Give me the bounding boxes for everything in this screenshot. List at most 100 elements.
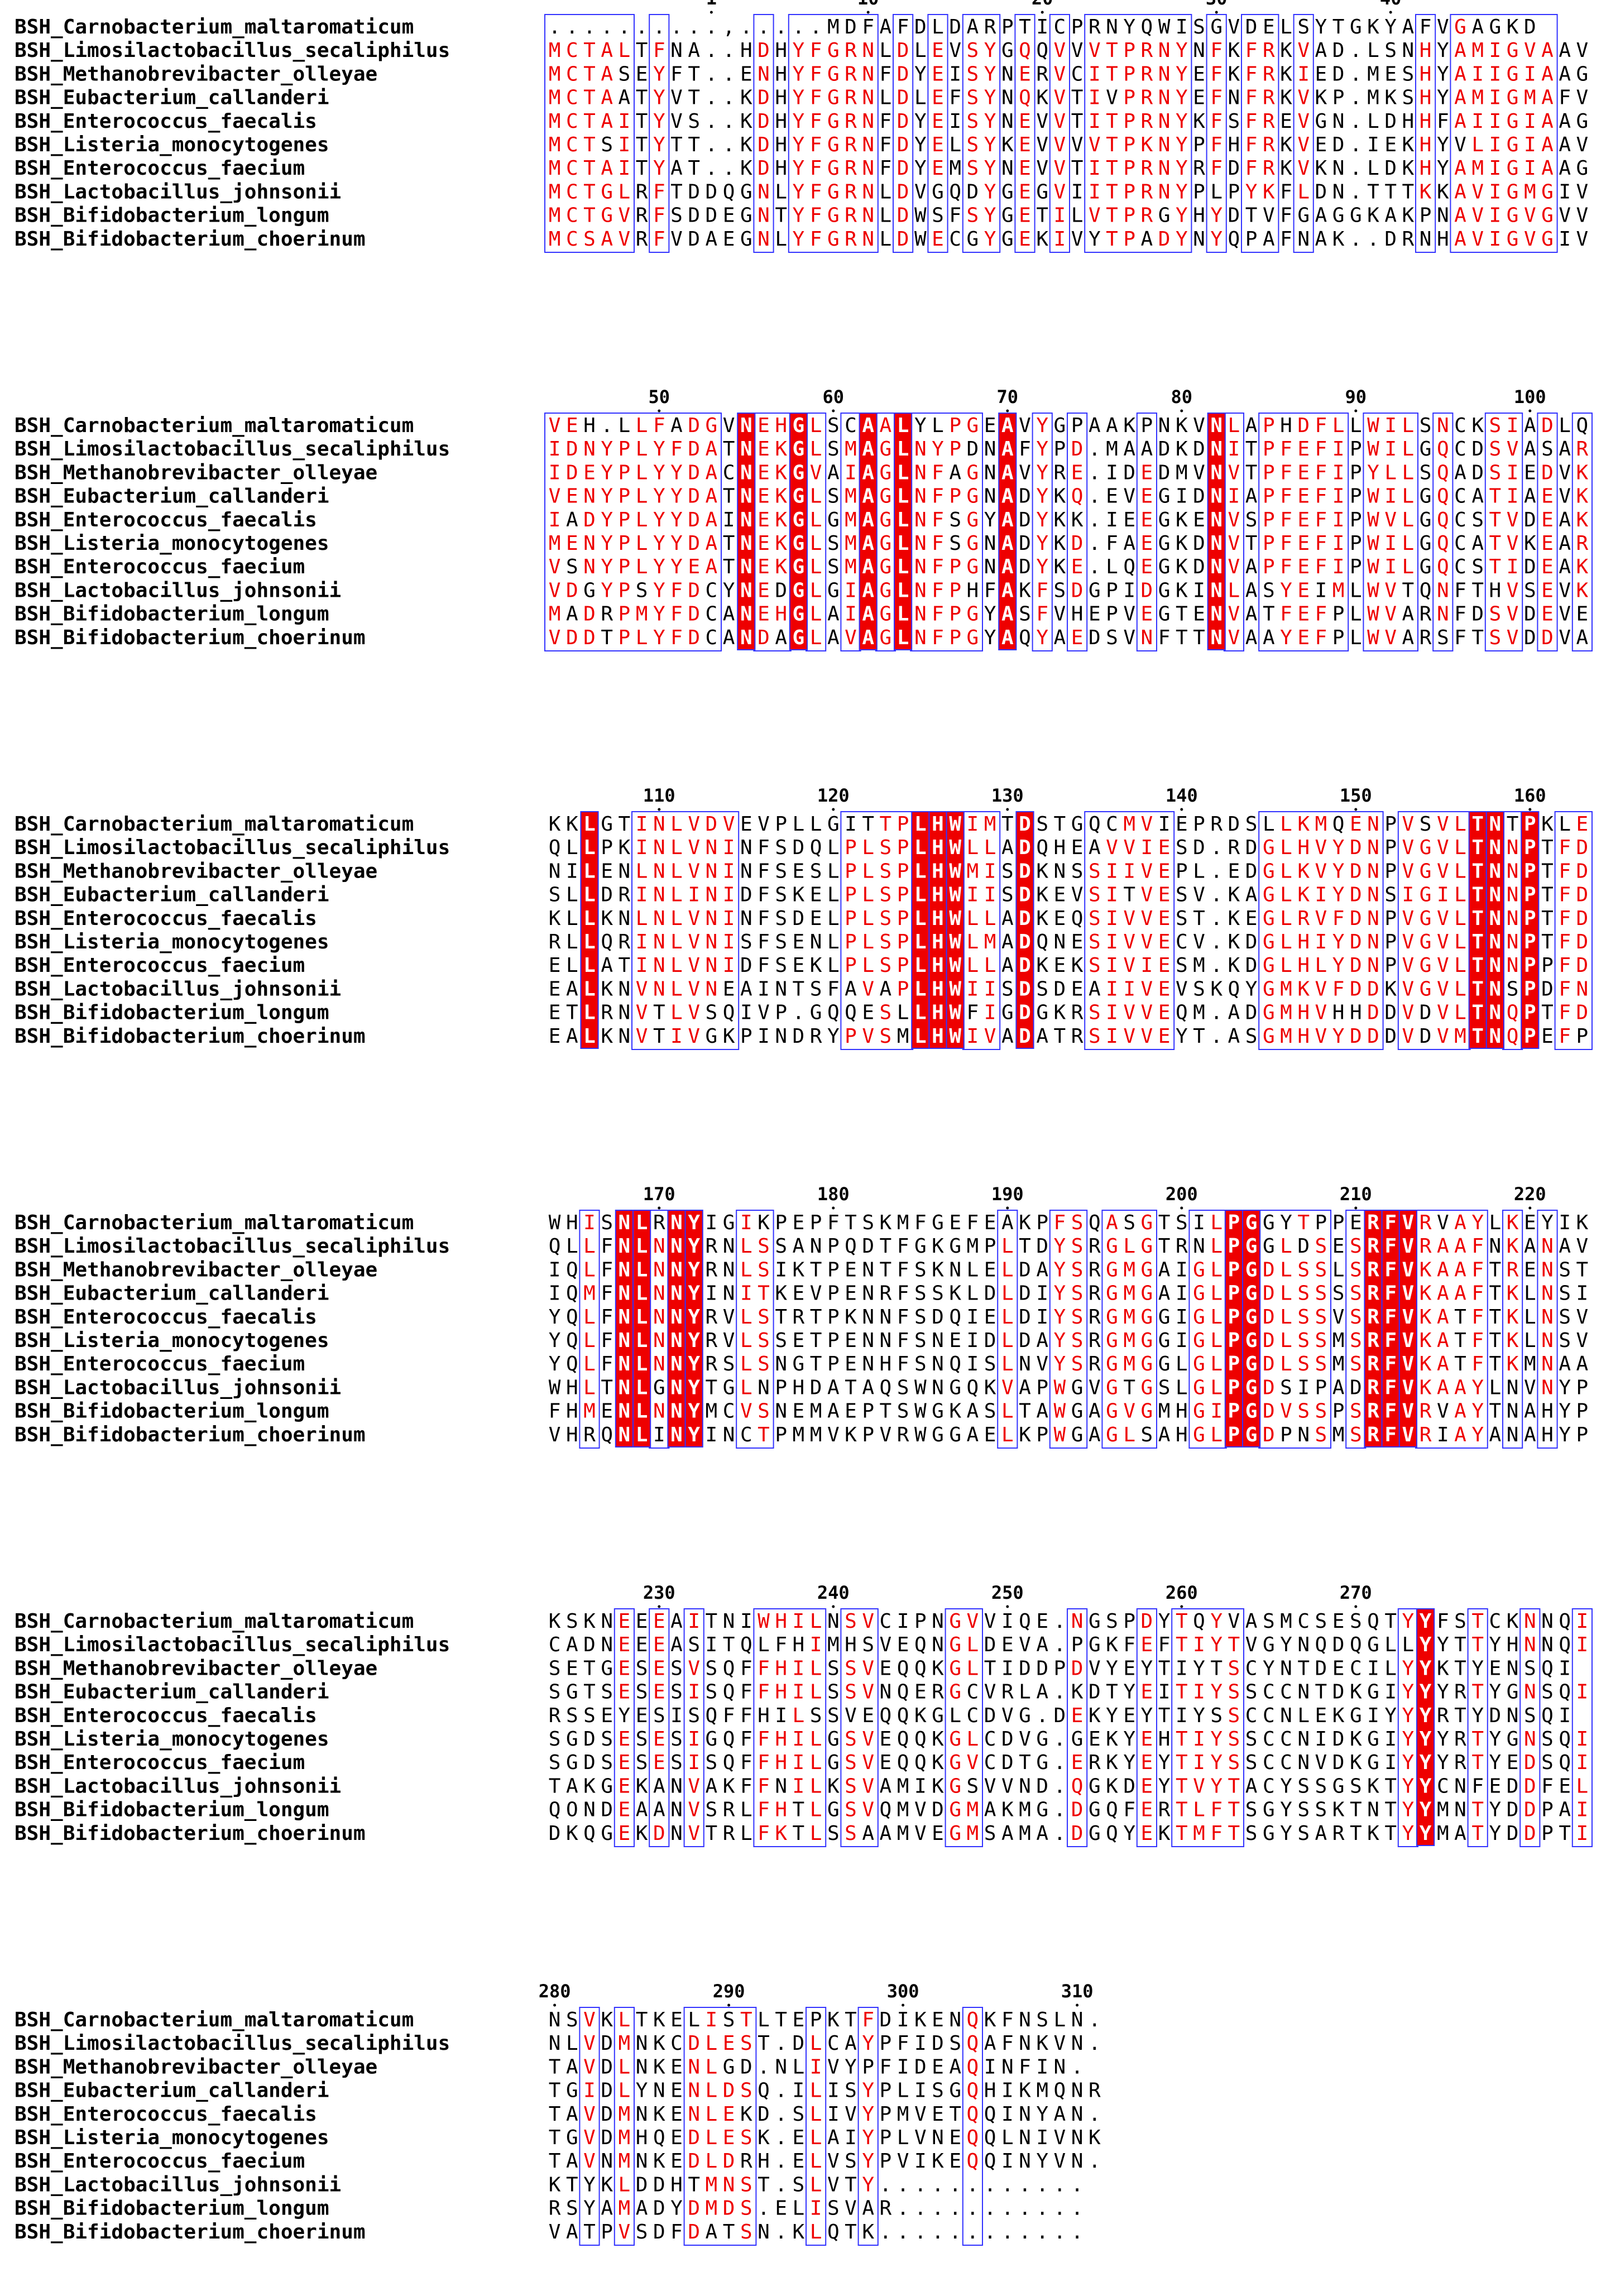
- residue: T: [706, 1822, 718, 1845]
- residue: Y: [1332, 931, 1345, 953]
- residue: T: [636, 87, 648, 109]
- residue: K: [1297, 884, 1310, 907]
- residue: T: [1158, 1657, 1171, 1680]
- residue: I: [706, 1423, 718, 1446]
- residue: I: [706, 1282, 718, 1305]
- residue: M: [845, 555, 857, 578]
- residue: D: [1576, 954, 1589, 977]
- position-tick: [866, 11, 870, 14]
- residue: S: [1297, 1400, 1310, 1423]
- residue: T: [1384, 1822, 1397, 1845]
- residue: Q: [1228, 977, 1240, 1000]
- residue: H: [932, 884, 944, 907]
- residue: N: [1541, 1306, 1554, 1329]
- residue: I: [1123, 977, 1135, 1000]
- residue: H: [1420, 110, 1432, 133]
- conserved-column: [894, 413, 913, 650]
- residue: Q: [827, 1001, 840, 1024]
- residue: S: [967, 39, 979, 62]
- residue: E: [949, 1329, 961, 1352]
- residue: E: [740, 813, 752, 836]
- residue: F: [932, 485, 944, 508]
- residue: T: [549, 2055, 561, 2078]
- residue: L: [1001, 1306, 1014, 1329]
- residue: L: [914, 87, 927, 109]
- residue: K: [566, 813, 578, 836]
- residue: K: [1576, 485, 1589, 508]
- residue: G: [827, 63, 840, 85]
- residue: F: [1036, 603, 1048, 626]
- residue: I: [1001, 2103, 1014, 2126]
- residue: L: [810, 1822, 822, 1845]
- residue: G: [1141, 1211, 1153, 1234]
- residue: I: [1384, 555, 1397, 578]
- residue: V: [723, 813, 735, 836]
- residue: K: [1524, 532, 1536, 555]
- conserved-column: [928, 811, 947, 1049]
- residue: W: [1367, 509, 1379, 531]
- residue: K: [1089, 2126, 1101, 2149]
- residue: P: [1193, 813, 1205, 836]
- residue: T: [583, 133, 596, 156]
- residue: F: [775, 1633, 787, 1656]
- residue: R: [1141, 87, 1153, 109]
- residue: A: [1437, 1376, 1449, 1399]
- residue: S: [967, 87, 979, 109]
- residue: I: [1576, 1751, 1589, 1774]
- residue: F: [740, 1728, 752, 1751]
- residue: S: [1245, 1025, 1258, 1048]
- residue: E: [1297, 485, 1310, 508]
- residue: A: [793, 1235, 805, 1258]
- residue: F: [670, 2221, 683, 2244]
- residue: G: [1367, 1728, 1379, 1751]
- residue: T: [1001, 813, 1014, 836]
- residue: L: [1402, 509, 1415, 531]
- residue: S: [880, 1025, 892, 1048]
- residue: C: [827, 2032, 840, 2055]
- residue: N: [1402, 39, 1415, 62]
- residue: V: [1402, 1400, 1415, 1423]
- residue: L: [636, 1306, 648, 1329]
- residue: E: [1071, 555, 1084, 578]
- residue: Y: [984, 204, 996, 227]
- residue: V: [688, 977, 700, 1000]
- residue: Y: [984, 110, 996, 133]
- residue: L: [1228, 579, 1240, 602]
- residue: P: [845, 954, 857, 977]
- residue: Y: [1036, 485, 1048, 508]
- residue: L: [1280, 16, 1292, 39]
- residue: G: [1036, 1728, 1048, 1751]
- residue: G: [1420, 509, 1432, 531]
- residue: A: [1454, 1376, 1466, 1399]
- residue: G: [1367, 1681, 1379, 1704]
- residue: F: [1210, 157, 1223, 180]
- residue: E: [1158, 954, 1171, 977]
- residue: V: [880, 1633, 892, 1656]
- residue: E: [1141, 1633, 1153, 1656]
- residue: N: [740, 414, 752, 437]
- residue: P: [619, 603, 631, 626]
- residue: I: [1228, 485, 1240, 508]
- residue: S: [1420, 813, 1432, 836]
- residue: Y: [793, 110, 805, 133]
- residue: I: [1089, 157, 1101, 180]
- residue: T: [1228, 1822, 1240, 1845]
- residue: P: [1576, 1423, 1589, 1446]
- residue: I: [1332, 461, 1345, 484]
- residue: L: [1210, 1211, 1223, 1234]
- residue: Y: [1176, 133, 1188, 156]
- residue: Q: [1106, 1822, 1118, 1845]
- residue: N: [619, 1258, 631, 1281]
- residue: T: [810, 1258, 822, 1281]
- residue: T: [636, 110, 648, 133]
- residue: G: [880, 509, 892, 531]
- residue: V: [1054, 63, 1066, 85]
- residue: I: [706, 1633, 718, 1656]
- residue: Y: [670, 509, 683, 531]
- residue: R: [636, 180, 648, 203]
- residue: F: [601, 1235, 613, 1258]
- residue: Y: [1176, 180, 1188, 203]
- residue: G: [1054, 414, 1066, 437]
- residue: L: [932, 414, 944, 437]
